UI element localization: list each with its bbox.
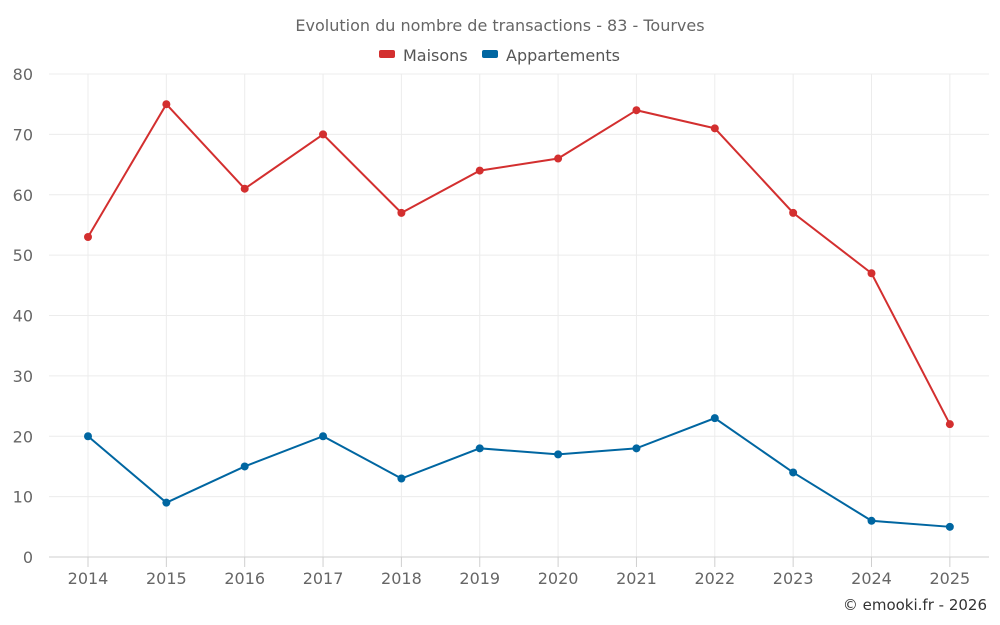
data-point[interactable]	[319, 432, 328, 441]
y-tick-label: 80	[13, 65, 33, 84]
data-point[interactable]	[240, 462, 249, 471]
x-tick-label: 2025	[929, 569, 970, 588]
x-tick-label: 2018	[381, 569, 422, 588]
y-tick-label: 50	[13, 246, 33, 265]
legend: Maisons Appartements	[379, 46, 620, 65]
x-tick-label: 2024	[851, 569, 892, 588]
x-axis-ticks: 2014 2015 2016 2017 2018 2019 2020 2021 2022 2023…	[68, 557, 970, 588]
data-point[interactable]	[789, 208, 798, 217]
grid	[49, 73, 989, 558]
y-tick-label: 0	[23, 548, 33, 567]
y-tick-label: 10	[13, 488, 33, 507]
data-point[interactable]	[945, 522, 954, 531]
data-point[interactable]	[397, 474, 406, 483]
legend-swatch-maisons	[379, 50, 395, 58]
series-layer	[84, 100, 954, 531]
legend-label-maisons[interactable]: Maisons	[403, 46, 468, 65]
data-point[interactable]	[945, 420, 954, 429]
series-line-maisons	[87, 102, 951, 425]
x-tick-label: 2017	[303, 569, 344, 588]
data-point[interactable]	[319, 130, 328, 139]
y-tick-label: 20	[13, 427, 33, 446]
x-tick-label: 2020	[538, 569, 579, 588]
y-tick-label: 30	[13, 367, 33, 386]
x-tick-label: 2021	[616, 569, 657, 588]
series-maisons	[84, 100, 954, 429]
data-point[interactable]	[84, 233, 92, 242]
data-point[interactable]	[240, 184, 249, 193]
data-point[interactable]	[162, 100, 171, 109]
data-point[interactable]	[867, 269, 876, 278]
data-point[interactable]	[554, 450, 563, 459]
data-point[interactable]	[475, 444, 484, 453]
data-point[interactable]	[632, 444, 641, 453]
legend-label-appartements[interactable]: Appartements	[506, 46, 620, 65]
y-tick-label: 60	[13, 186, 33, 205]
y-axis-ticks: 0 10 20 30 40 50 60 70 80	[13, 65, 33, 567]
series-appartements	[84, 414, 954, 531]
series-line-appartements	[87, 417, 950, 528]
y-tick-label: 40	[13, 307, 33, 326]
credit-text: © emooki.fr - 2026	[843, 596, 987, 614]
y-tick-label: 70	[13, 125, 33, 144]
data-point[interactable]	[162, 498, 171, 507]
data-point[interactable]	[475, 166, 484, 175]
data-point[interactable]	[397, 208, 406, 217]
data-point[interactable]	[710, 414, 719, 423]
data-point[interactable]	[632, 106, 641, 115]
data-point[interactable]	[710, 124, 719, 133]
data-point[interactable]	[867, 516, 876, 525]
data-point[interactable]	[554, 154, 563, 163]
legend-swatch-appartements	[482, 50, 498, 58]
x-tick-label: 2023	[773, 569, 814, 588]
data-point[interactable]	[84, 432, 92, 441]
chart-title: Evolution du nombre de transactions - 83…	[295, 16, 704, 35]
x-tick-label: 2014	[68, 569, 109, 588]
data-point[interactable]	[789, 468, 798, 477]
x-tick-label: 2019	[459, 569, 500, 588]
x-tick-label: 2015	[146, 569, 187, 588]
x-tick-label: 2016	[224, 569, 265, 588]
x-tick-label: 2022	[694, 569, 735, 588]
